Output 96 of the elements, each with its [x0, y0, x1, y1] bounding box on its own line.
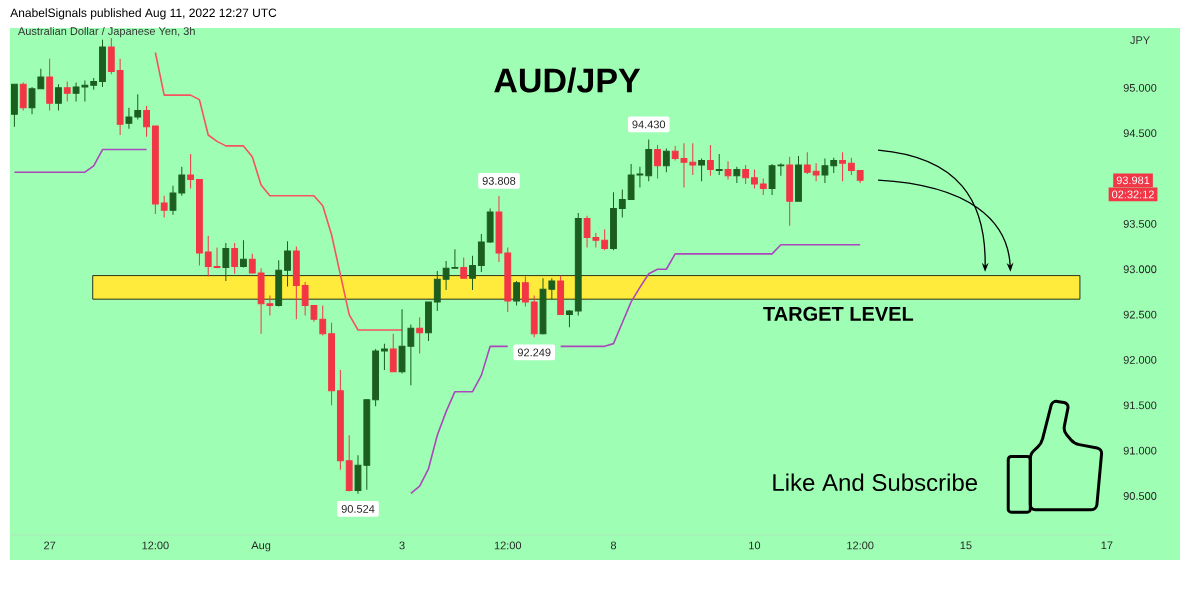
candlestick: [574, 212, 582, 317]
candlestick: [231, 242, 239, 275]
candlestick: [733, 166, 741, 184]
candlestick: [513, 280, 520, 307]
annotation: 92.249: [517, 348, 551, 357]
candlestick: [416, 316, 424, 355]
candlestick: [284, 240, 291, 287]
candlestick: [151, 125, 159, 215]
candlestick: [328, 322, 335, 406]
x-tick-label: 15: [960, 541, 972, 550]
candlestick: [698, 158, 705, 182]
candlestick: [222, 242, 230, 282]
annotation: 90.524: [341, 505, 375, 513]
candlestick: [618, 188, 626, 219]
band-label: TARGET LEVEL: [763, 306, 914, 321]
annotation: 93.808: [482, 176, 516, 185]
candlestick: [477, 233, 485, 273]
candlestick: [662, 148, 670, 173]
candlestick: [63, 81, 71, 102]
candlestick: [143, 105, 150, 138]
candlestick: [786, 156, 794, 227]
candlestick: [248, 253, 256, 275]
candlestick: [125, 107, 133, 130]
candlestick: [821, 158, 829, 184]
candlestick: [601, 228, 609, 251]
candlestick: [134, 93, 142, 121]
text: AUD/JPY: [494, 67, 641, 93]
chart-subtitle: Australian Dollar / Japanese Yen, 3h: [17, 26, 195, 38]
y-tick-label: 93.000: [1123, 265, 1157, 274]
candlestick: [99, 39, 106, 88]
candlestick: [839, 151, 846, 182]
candlestick: [847, 157, 855, 176]
candlestick: [275, 259, 283, 307]
y-tick-label: 92.000: [1123, 356, 1157, 364]
y-tick-label: 94.500: [1123, 129, 1157, 138]
candlestick: [557, 275, 565, 316]
candlestick: [55, 83, 62, 112]
x-tick-label: 3: [399, 541, 405, 550]
x-tick-label: 17: [1101, 541, 1113, 550]
candlestick: [610, 191, 617, 251]
candlestick: [795, 155, 802, 202]
candlestick: [715, 153, 723, 176]
candlestick: [345, 434, 353, 492]
candlestick: [116, 58, 124, 136]
annotation: 02:32:12: [1112, 190, 1154, 199]
candlestick: [160, 195, 168, 219]
y-tick-label: 92.500: [1123, 310, 1157, 319]
y-tick-label: 93.500: [1123, 220, 1157, 228]
annotation: 93.981: [1116, 176, 1150, 185]
y-axis-title: JPY: [1130, 36, 1150, 44]
candlestick: [187, 153, 195, 190]
x-tick-label: 12:00: [142, 541, 169, 550]
candlestick: [469, 255, 476, 291]
text: AnabelSignals published Aug 11, 2022 12:27 UTC: [10, 8, 277, 20]
candlestick: [240, 239, 247, 268]
candlestick: [856, 169, 864, 184]
candlestick: [566, 309, 573, 328]
candlestick: [107, 37, 115, 75]
candlestick: [460, 256, 468, 279]
candlestick: [196, 178, 203, 267]
y-tick-label: 91.000: [1123, 446, 1157, 455]
x-tick-label: 27: [44, 541, 56, 550]
candlestick: [759, 178, 767, 196]
candlestick: [292, 246, 300, 320]
candlestick: [724, 160, 732, 180]
y-tick-label: 91.500: [1123, 401, 1157, 410]
candlestick: [433, 270, 441, 312]
x-tick-label: 10: [749, 541, 761, 550]
candlestick: [742, 164, 750, 185]
candlestick: [830, 157, 838, 174]
x-tick-label: Aug: [251, 541, 271, 552]
candlestick: [19, 81, 27, 112]
candlestick: [645, 139, 653, 182]
candlestick: [389, 333, 397, 373]
candlestick: [11, 83, 18, 128]
annotation: Like And Subscribe: [773, 473, 978, 492]
candlestick: [521, 276, 529, 307]
x-tick-label: 12:00: [847, 541, 874, 550]
candlestick: [654, 144, 661, 180]
x-tick-label: 12:00: [494, 541, 522, 550]
candlestick: [336, 369, 344, 471]
candlestick: [372, 348, 380, 407]
candlestick: [381, 343, 388, 371]
candlestick: [530, 295, 538, 338]
candlestick: [46, 58, 54, 112]
candlestick: [486, 207, 494, 244]
y-tick-label: 95.000: [1123, 83, 1157, 92]
candlestick: [803, 151, 811, 175]
candlestick: [812, 162, 820, 182]
candlestick: [751, 168, 758, 190]
candlestick: [90, 77, 98, 91]
candlestick: [425, 301, 432, 342]
x-tick-label: 8: [610, 541, 617, 550]
candlestick: [706, 144, 714, 177]
y-tick-label: 90.500: [1123, 492, 1157, 500]
annotation: 94.430: [632, 120, 666, 129]
